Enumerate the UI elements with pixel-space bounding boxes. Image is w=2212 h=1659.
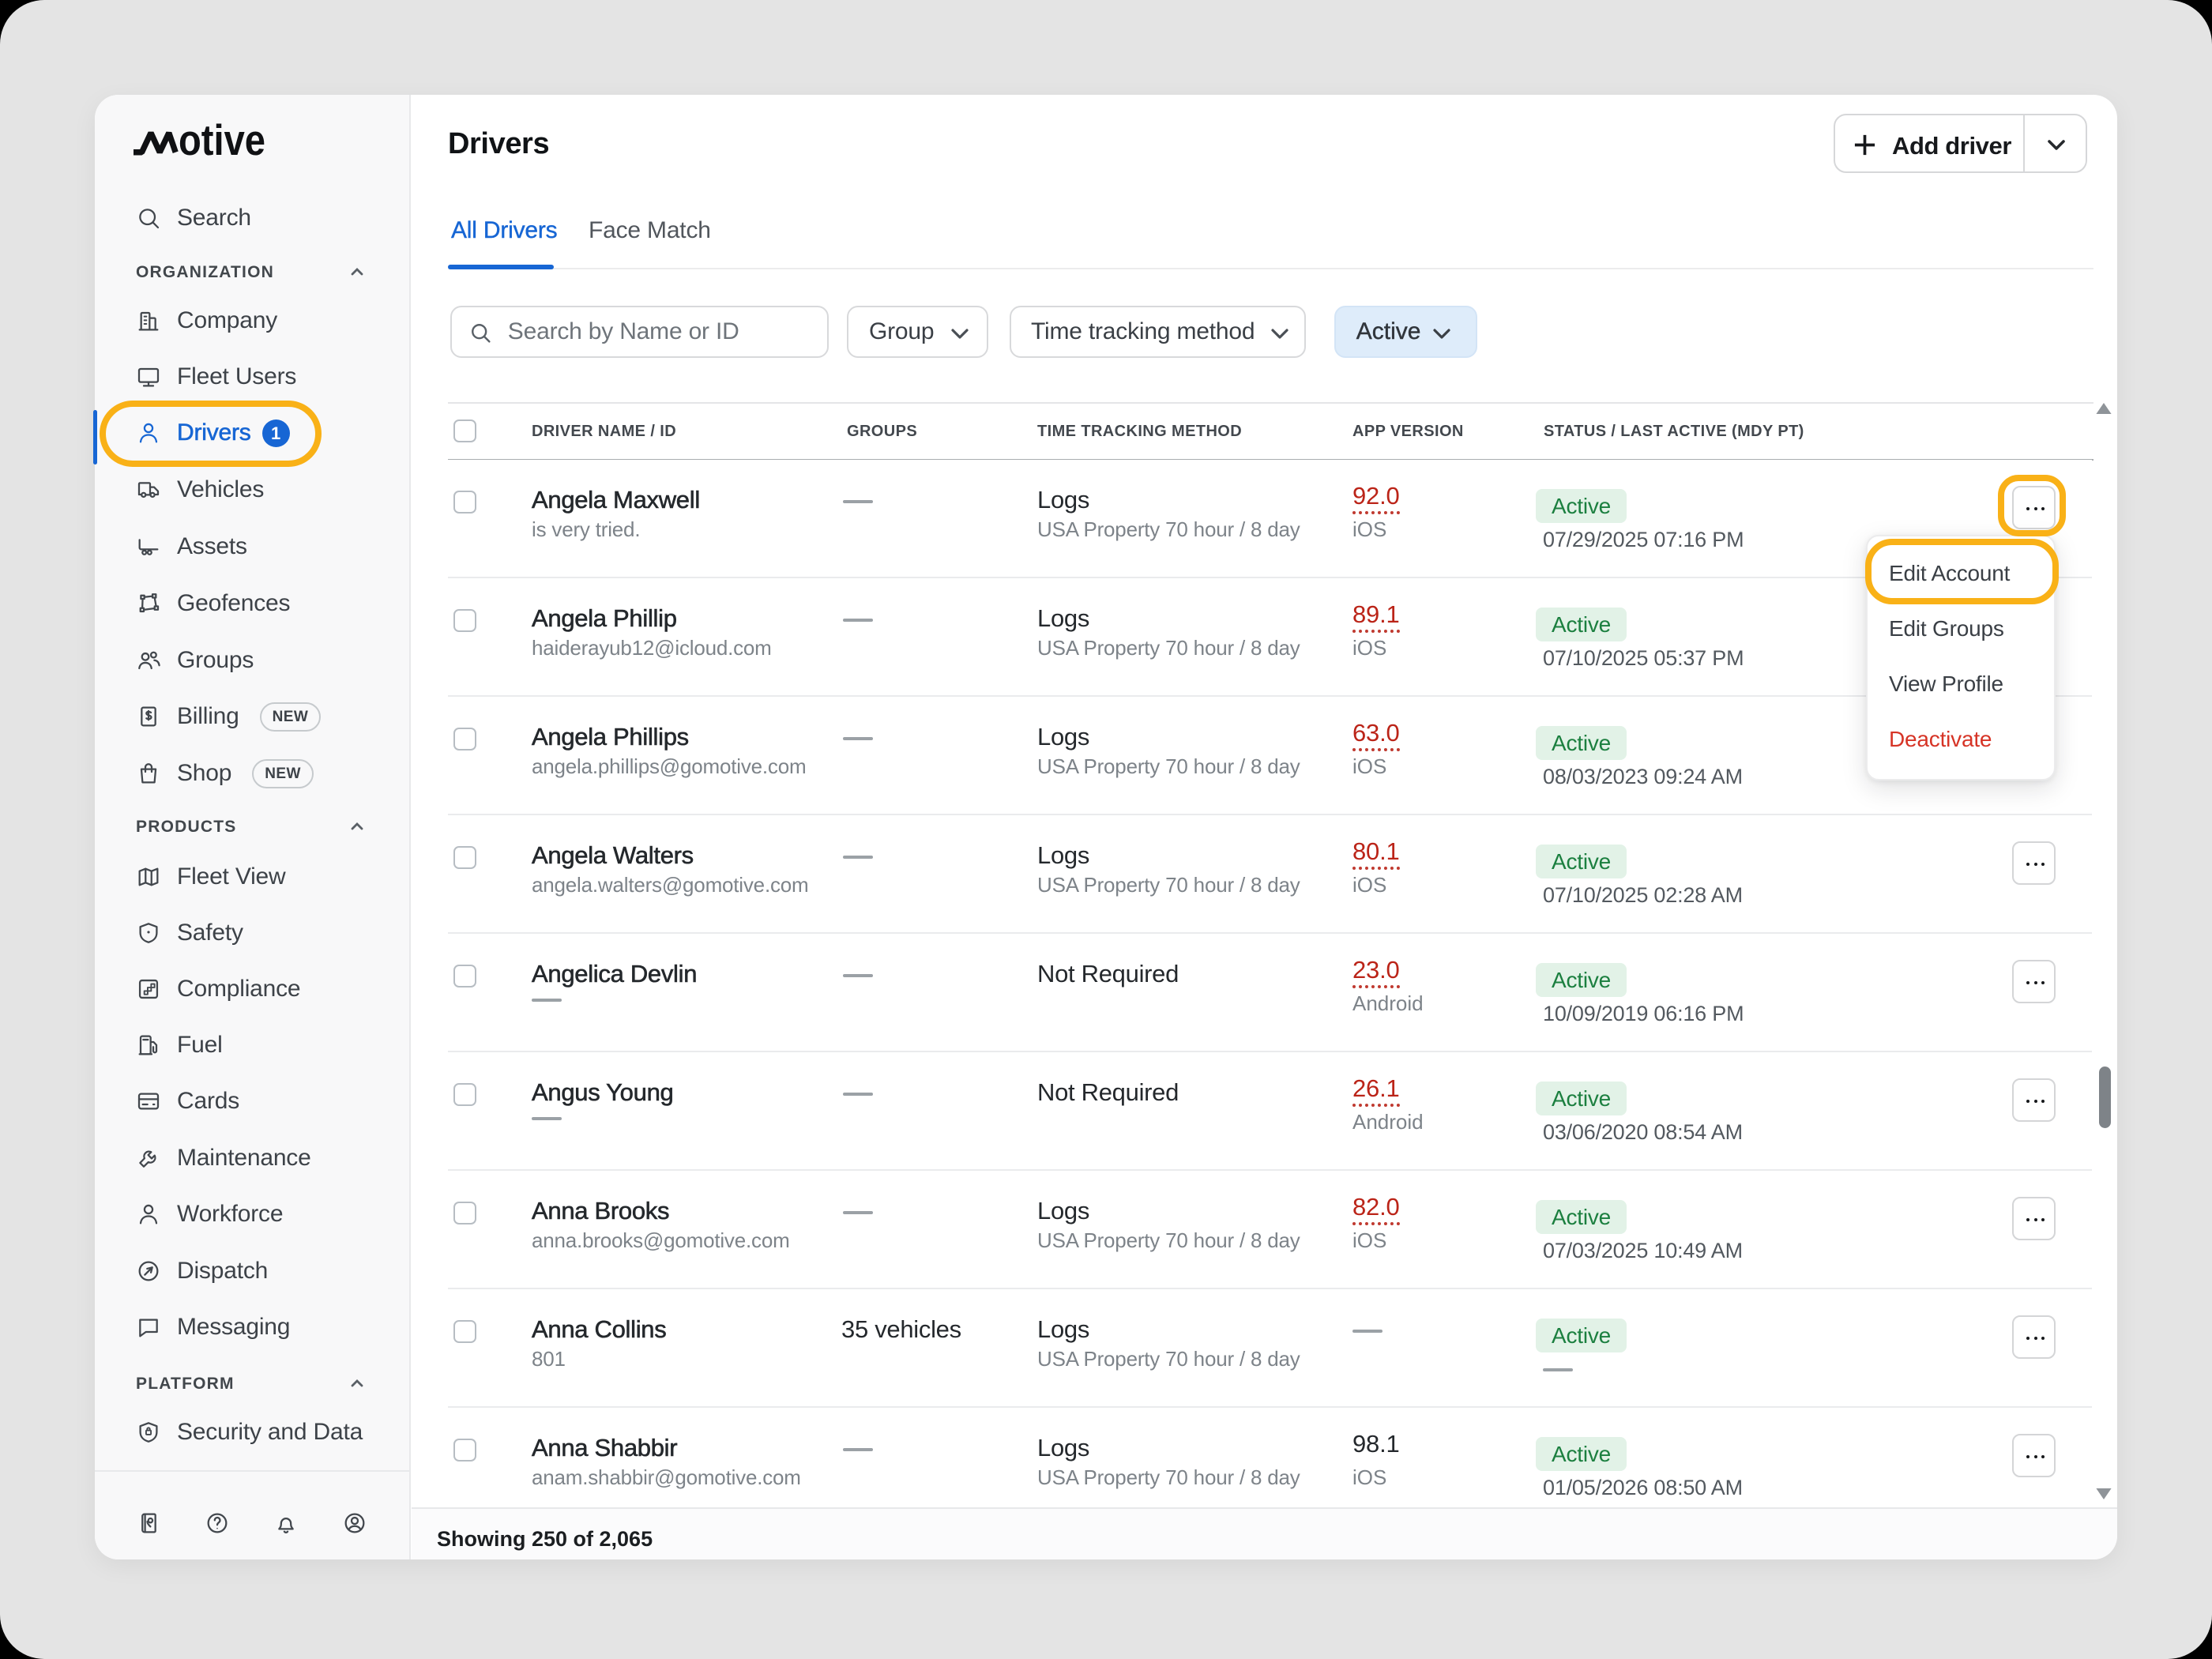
svg-text:otive: otive	[179, 122, 265, 156]
